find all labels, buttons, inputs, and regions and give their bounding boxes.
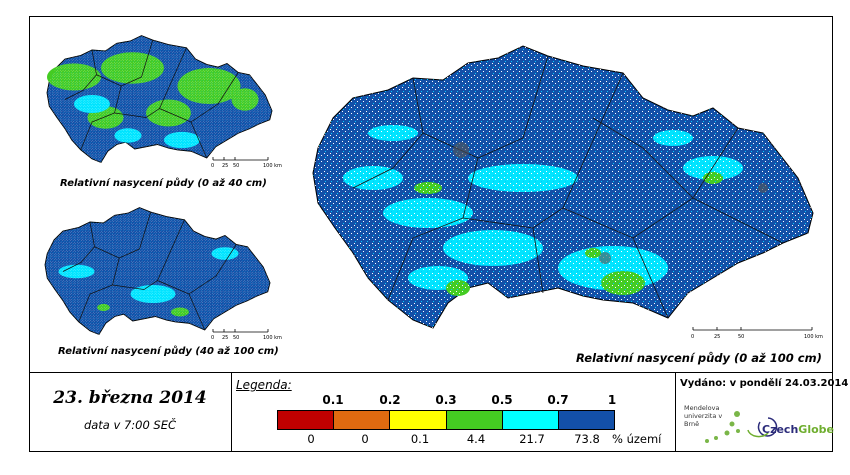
prague-marker [453, 142, 469, 158]
legend-percent: 21.7 [519, 432, 545, 446]
legend-class-label: 0.7 [547, 393, 569, 407]
time-label: data v 7:00 SEČ [83, 418, 177, 432]
date-label: 23. března 2014 [53, 388, 207, 408]
legend-class-label: 0.3 [435, 393, 457, 407]
legend-class-label: 1 [607, 393, 617, 407]
svg-text:50: 50 [738, 334, 744, 340]
svg-text:25: 25 [222, 163, 228, 169]
divider-horizontal [29, 372, 833, 373]
main-map [312, 45, 814, 329]
legend-percent: 0 [307, 432, 315, 446]
legend-swatch [334, 411, 391, 429]
legend-title: Legenda: [236, 378, 292, 392]
legend-class-label: 0.1 [322, 393, 344, 407]
scale-bar-topleft: 0 25 50 100 km [211, 157, 282, 169]
bottomleft-map [44, 207, 271, 336]
czechglobe-logo-text: CzechGlobe [762, 423, 834, 436]
issued-label: Vydáno: v pondělí 24.03.2014 [680, 378, 849, 389]
divider-left [231, 372, 232, 452]
czechglobe-text-a: Czech [762, 423, 799, 436]
legend-percent: 0 [361, 432, 369, 446]
svg-text:100 km: 100 km [804, 334, 823, 340]
svg-text:25: 25 [714, 334, 720, 340]
legend-swatch [558, 411, 615, 429]
brno-marker [599, 252, 611, 264]
czechglobe-text-b: Globe [798, 423, 834, 436]
svg-text:50: 50 [233, 163, 239, 169]
svg-text:25: 25 [222, 335, 228, 341]
bottomleft-map-caption: Relativní nasycení půdy (40 až 100 cm) [58, 346, 279, 357]
legend-class-label: 0.2 [379, 393, 401, 407]
svg-text:0: 0 [211, 335, 214, 341]
legend-swatch [502, 411, 559, 429]
scale-bar-bottomleft: 0 25 50 100 km [211, 329, 282, 341]
scale-bar-main: 0 25 50 100 km [691, 327, 823, 340]
legend-percent: 4.4 [466, 432, 486, 446]
divider-right [675, 372, 676, 452]
legend-swatch [446, 411, 503, 429]
svg-text:100 km: 100 km [263, 335, 282, 341]
main-map-caption: Relativní nasycení půdy (0 až 100 cm) [576, 351, 822, 365]
svg-text:50: 50 [233, 335, 239, 341]
svg-text:0: 0 [211, 163, 214, 169]
legend-percent: 73.8 [574, 432, 600, 446]
ostrava-marker [758, 183, 768, 193]
topleft-map-caption: Relativní nasycení půdy (0 až 40 cm) [60, 178, 267, 189]
legend-percent-unit: % území [612, 432, 662, 446]
legend-swatches [277, 410, 615, 430]
legend-swatch [278, 411, 335, 429]
legend-percent: 0.1 [410, 432, 430, 446]
svg-text:100 km: 100 km [263, 163, 282, 169]
mendel-university-logo-text: Mendelova univerzita v Brně [684, 404, 723, 428]
svg-text:0: 0 [691, 334, 694, 340]
topleft-map [46, 35, 273, 164]
legend-class-label: 0.5 [491, 393, 513, 407]
legend-swatch [390, 411, 447, 429]
outer-frame [29, 16, 833, 452]
